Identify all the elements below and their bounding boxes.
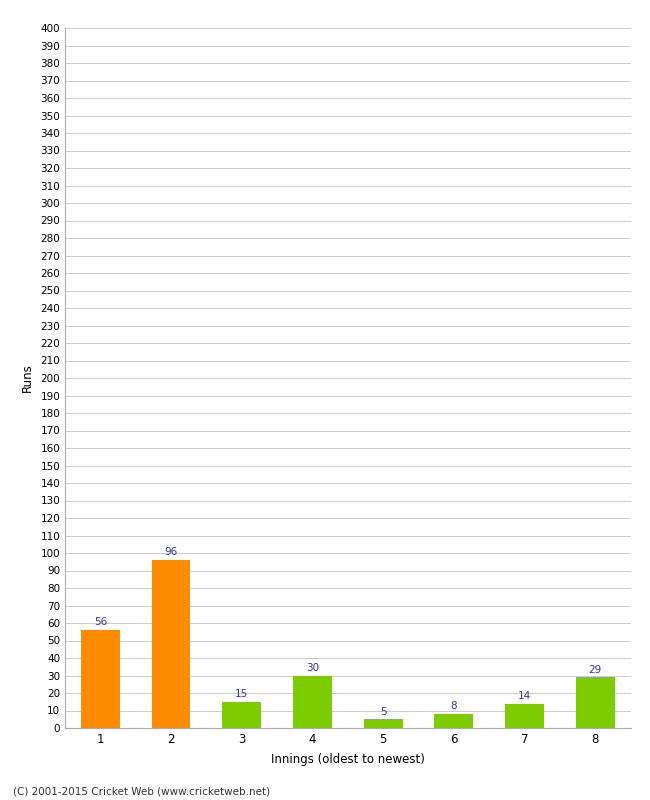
Bar — [81, 630, 120, 728]
Text: 96: 96 — [164, 547, 177, 558]
Text: 15: 15 — [235, 689, 248, 699]
Bar — [363, 719, 402, 728]
Text: 29: 29 — [588, 665, 602, 674]
Bar — [293, 675, 332, 728]
Bar — [576, 678, 615, 728]
Text: 30: 30 — [306, 663, 319, 673]
Text: 56: 56 — [94, 618, 107, 627]
Text: 14: 14 — [518, 691, 531, 701]
X-axis label: Innings (oldest to newest): Innings (oldest to newest) — [271, 753, 424, 766]
Y-axis label: Runs: Runs — [20, 364, 33, 392]
Bar — [222, 702, 261, 728]
Text: 8: 8 — [450, 702, 457, 711]
Text: (C) 2001-2015 Cricket Web (www.cricketweb.net): (C) 2001-2015 Cricket Web (www.cricketwe… — [13, 786, 270, 796]
Bar — [434, 714, 473, 728]
Bar — [151, 560, 190, 728]
Bar — [505, 703, 544, 728]
Text: 5: 5 — [380, 706, 386, 717]
